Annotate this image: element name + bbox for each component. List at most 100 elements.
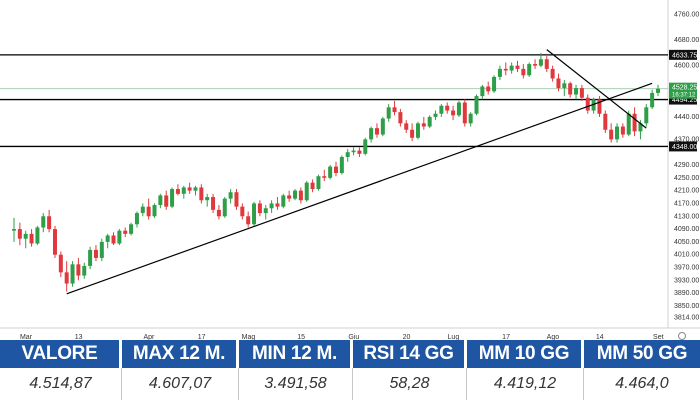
candle-body-down: [123, 230, 128, 234]
header-valore: VALORE: [0, 340, 122, 368]
level-price-label: 4348.00: [672, 144, 697, 151]
candle-body-down: [579, 88, 584, 98]
value-mm-50gg: 4.464,0: [615, 375, 669, 392]
candle-body-up: [650, 92, 655, 108]
y-tick-label: 4370.00: [674, 136, 699, 143]
candle-body-up: [99, 241, 104, 258]
candle-body-up: [363, 139, 368, 154]
candle-body-up: [509, 65, 514, 71]
x-tick-label: 13: [75, 334, 83, 340]
trendline-downtrend: [546, 49, 647, 129]
x-tick-label: 20: [403, 334, 411, 340]
candle-body-up: [252, 203, 257, 225]
candle-body-down: [515, 65, 520, 69]
candle-body-down: [240, 206, 245, 217]
y-tick-label: 4440.00: [674, 114, 699, 121]
candle-body-up: [328, 166, 333, 178]
candle-body-up: [269, 203, 274, 209]
stats-header-row: VALORE MAX 12 M. MIN 12 M. RSI 14 GG MM …: [0, 340, 700, 368]
value-min-12m: 3.491,58: [239, 368, 353, 400]
value-max-12m: 4.607,07: [122, 368, 239, 400]
candle-body-down: [357, 150, 362, 154]
candle-body-down: [234, 192, 239, 207]
candle-body-down: [310, 182, 315, 190]
candle-body-down: [550, 68, 555, 79]
x-tick-label: Apr: [143, 334, 155, 340]
candle-body-up: [427, 116, 432, 127]
x-tick-label: Mag: [242, 334, 256, 340]
y-tick-label: 4760.00: [674, 11, 699, 18]
candle-body-down: [52, 229, 57, 255]
x-tick-label: 17: [198, 334, 206, 340]
candle-body-down: [216, 209, 221, 217]
candle-body-down: [398, 112, 403, 124]
candle-body-down: [451, 110, 456, 116]
y-tick-label: 3930.00: [674, 277, 699, 284]
y-tick-label: 4290.00: [674, 162, 699, 169]
settings-icon: [678, 332, 686, 340]
candle-body-down: [603, 113, 608, 130]
x-tick-label: 15: [297, 334, 305, 340]
candle-body-down: [410, 129, 415, 138]
x-tick-label: Giu: [348, 334, 359, 340]
value-rsi-14gg: 58,28: [353, 368, 467, 400]
candle-body-up: [480, 86, 485, 97]
candle-body-down: [503, 68, 508, 71]
candle-body-down: [64, 272, 69, 284]
candle-body-down: [404, 123, 409, 130]
candle-body-up: [263, 208, 268, 214]
header-mm-10gg: MM 10 GG: [467, 340, 584, 368]
candle-body-up: [70, 264, 75, 284]
x-tick-label: 14: [596, 334, 604, 340]
candle-body-down: [421, 123, 426, 127]
candle-body-up: [170, 189, 175, 207]
candle-body-up: [281, 195, 286, 207]
candle-body-up: [339, 156, 344, 174]
candle-body-up: [23, 233, 28, 239]
level-price-tag: [669, 49, 697, 60]
candle-body-down: [374, 128, 379, 135]
candle-body-up: [152, 205, 157, 217]
candle-body-up: [380, 118, 385, 135]
level-price-tag: [669, 94, 697, 105]
candle-body-up: [474, 96, 479, 114]
candle-body-up: [456, 102, 461, 116]
candle-body-down: [47, 216, 52, 230]
candle-body-down: [486, 86, 491, 92]
y-tick-label: 3814.00: [674, 315, 699, 322]
candle-body-down: [632, 113, 637, 132]
candle-body-up: [626, 113, 631, 135]
candle-body-down: [76, 264, 81, 276]
candle-body-down: [544, 59, 549, 69]
candle-body-up: [41, 216, 46, 228]
x-tick-label: Ago: [547, 334, 560, 340]
candle-body-down: [298, 190, 303, 201]
candle-body-down: [246, 216, 251, 225]
candle-body-down: [322, 176, 327, 178]
candle-body-down: [609, 129, 614, 140]
candle-body-down: [164, 195, 169, 207]
candle-body-up: [656, 88, 660, 93]
candle-body-up: [205, 197, 210, 201]
level-price-tag: [669, 141, 697, 152]
candle-body-up: [615, 126, 620, 140]
y-tick-label: 4130.00: [674, 213, 699, 220]
y-tick-label: 3890.00: [674, 290, 699, 297]
candle-body-up: [638, 123, 643, 132]
candle-body-up: [351, 150, 356, 153]
candle-body-up: [222, 198, 227, 217]
candle-body-up: [140, 206, 145, 214]
x-tick-label: Mar: [20, 334, 33, 340]
candle-body-up: [369, 128, 374, 140]
candle-body-up: [644, 107, 649, 124]
candle-body-down: [199, 187, 204, 201]
candle-body-up: [82, 265, 87, 276]
candle-body-down: [445, 105, 450, 111]
candle-body-up: [574, 88, 579, 95]
candle-body-down: [29, 233, 34, 244]
candle-body-down: [287, 195, 292, 199]
candle-body-up: [433, 113, 438, 117]
candle-body-up: [492, 76, 497, 92]
candle-body-up: [117, 230, 122, 244]
x-tick-label: Lug: [448, 334, 460, 340]
